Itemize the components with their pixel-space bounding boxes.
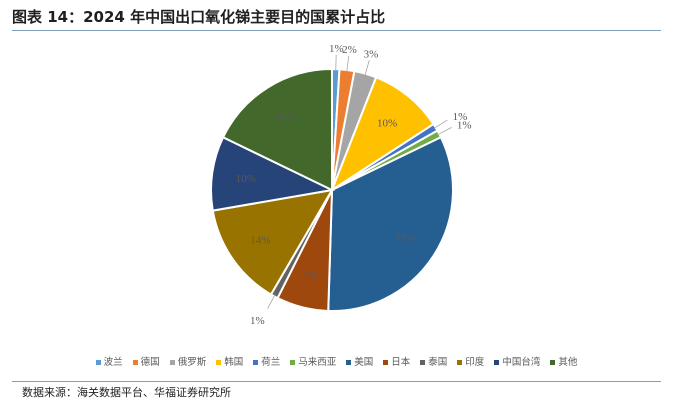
legend-item-11: 其他 (550, 354, 577, 368)
top-divider (12, 30, 661, 31)
legend-swatch-0 (95, 360, 101, 365)
legend-label-3: 韩国 (224, 357, 244, 368)
legend-item-4: 荷兰 (253, 354, 280, 368)
slice-label-11: 18% (276, 111, 296, 123)
legend-label-2: 俄罗斯 (177, 357, 207, 368)
pie-slice-6 (327, 135, 454, 312)
legend-label-11: 其他 (558, 357, 578, 368)
legend-item-7: 日本 (383, 354, 410, 368)
pie-slice-3 (329, 76, 435, 193)
leader-line-5 (437, 127, 452, 136)
legend-swatch-10 (494, 360, 500, 365)
slice-label-10: 10% (236, 173, 256, 185)
legend-item-9: 印度 (457, 354, 484, 368)
slice-label-9: 14% (250, 235, 270, 247)
slice-label-2: 3% (364, 48, 379, 60)
legend-swatch-11 (550, 360, 556, 365)
chart-title: 图表 14：2024 年中国出口氧化锑主要目的国累计占比 (12, 8, 386, 26)
legend-swatch-9 (457, 360, 463, 365)
slice-label-5: 1% (457, 120, 472, 132)
leader-line-2 (364, 60, 370, 76)
slice-label-0: 1% (329, 43, 344, 55)
legend-item-2: 俄罗斯 (169, 354, 207, 368)
leader-line-8 (267, 294, 276, 309)
legend-item-1: 德国 (132, 354, 160, 368)
slice-label-6: 33% (395, 232, 415, 244)
pie-slice-9 (211, 188, 334, 296)
slice-label-8: 1% (250, 315, 265, 327)
leader-line-0 (335, 55, 337, 72)
legend-item-5: 马来西亚 (290, 354, 336, 368)
slice-label-1: 2% (342, 44, 357, 56)
chart-legend: 波兰 德国 俄罗斯 韩国 荷兰 马来西亚 美国 日本 泰国 印度 中国台湾 其他 (0, 354, 673, 368)
legend-swatch-1 (132, 360, 138, 365)
legend-swatch-7 (383, 360, 389, 365)
legend-item-0: 波兰 (95, 354, 123, 368)
legend-label-1: 德国 (140, 357, 160, 368)
slice-label-3: 10% (377, 117, 397, 129)
legend-label-10: 中国台湾 (502, 357, 541, 368)
legend-label-0: 波兰 (103, 357, 123, 368)
legend-label-7: 日本 (391, 357, 411, 368)
legend-label-8: 泰国 (428, 357, 448, 368)
legend-swatch-6 (346, 360, 352, 365)
leader-line-1 (346, 55, 350, 72)
legend-label-9: 印度 (465, 357, 485, 368)
legend-item-3: 韩国 (216, 354, 243, 368)
legend-label-6: 美国 (354, 357, 374, 368)
legend-swatch-3 (216, 360, 222, 365)
legend-swatch-4 (253, 360, 259, 365)
bottom-divider (12, 381, 661, 382)
leader-line-4 (433, 119, 448, 129)
legend-swatch-2 (169, 360, 175, 365)
pie-slice-11 (221, 67, 333, 192)
source-note: 数据来源：海关数据平台、华福证券研究所 (22, 386, 231, 399)
slice-label-4: 1% (453, 111, 468, 123)
legend-item-10: 中国台湾 (494, 354, 540, 368)
legend-label-5: 马来西亚 (298, 357, 337, 368)
slice-label-7: 7% (303, 269, 318, 281)
legend-swatch-8 (420, 360, 426, 365)
pie-slice-10 (210, 135, 336, 212)
legend-label-4: 荷兰 (261, 357, 281, 368)
legend-swatch-5 (290, 360, 296, 365)
legend-item-6: 美国 (346, 354, 373, 368)
legend-item-8: 泰国 (420, 354, 447, 368)
